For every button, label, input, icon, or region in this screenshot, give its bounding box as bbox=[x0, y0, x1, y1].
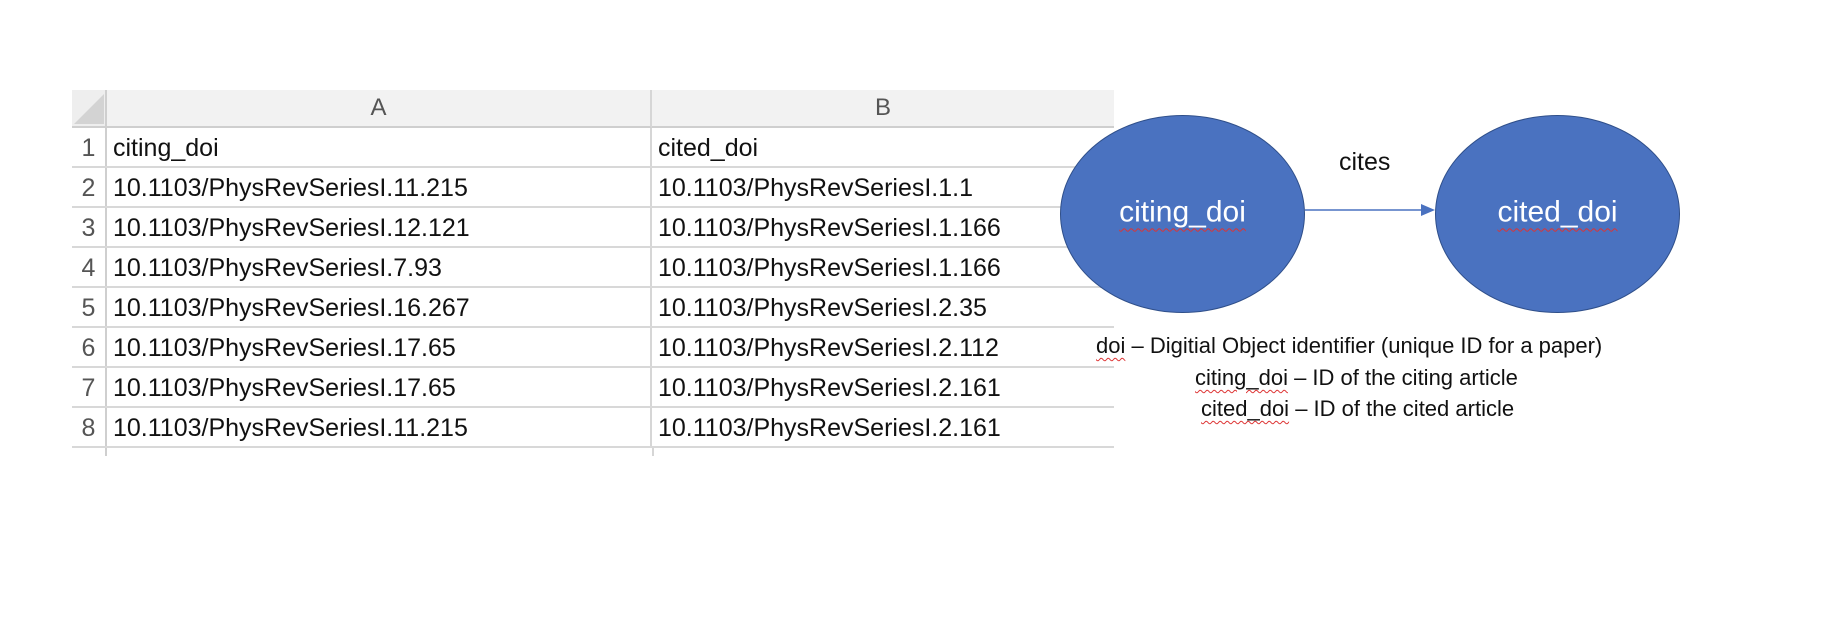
legend-term-doi: doi bbox=[1096, 333, 1126, 358]
row-header[interactable]: 1 bbox=[72, 128, 107, 166]
cell[interactable]: 10.1103/PhysRevSeriesI.2.35 bbox=[658, 294, 987, 322]
row-header[interactable]: 7 bbox=[72, 368, 107, 406]
row-header-edge bbox=[72, 448, 107, 456]
table-row: 6 10.1103/PhysRevSeriesI.17.65 10.1103/P… bbox=[72, 328, 1114, 368]
cited-doi-node: cited_doi bbox=[1435, 115, 1680, 313]
column-divider-edge bbox=[652, 448, 654, 456]
table-row: 8 10.1103/PhysRevSeriesI.11.215 10.1103/… bbox=[72, 408, 1114, 448]
select-all-triangle-icon bbox=[74, 94, 104, 124]
row-header[interactable]: 5 bbox=[72, 288, 107, 326]
table-row: 1 citing_doi cited_doi bbox=[72, 128, 1114, 168]
cell[interactable]: citing_doi bbox=[107, 128, 652, 166]
row-header[interactable]: 4 bbox=[72, 248, 107, 286]
legend-desc-doi: – Digitial Object identifier (unique ID … bbox=[1125, 333, 1603, 358]
table-row: 2 10.1103/PhysRevSeriesI.11.215 10.1103/… bbox=[72, 168, 1114, 208]
legend-desc-citing-doi: – ID of the citing article bbox=[1287, 365, 1518, 390]
row-header[interactable]: 2 bbox=[72, 168, 107, 206]
legend-line-doi: doi – Digitial Object identifier (unique… bbox=[1096, 333, 1602, 359]
cell[interactable]: 10.1103/PhysRevSeriesI.16.267 bbox=[107, 288, 652, 326]
row-header[interactable]: 8 bbox=[72, 408, 107, 446]
citing-doi-node-label: citing_doi bbox=[1119, 195, 1246, 229]
cell[interactable]: cited_doi bbox=[658, 134, 759, 162]
legend-term-citing-doi: citing_doi bbox=[1195, 365, 1288, 390]
spreadsheet: A B 1 citing_doi cited_doi 2 10.1103/Phy… bbox=[72, 90, 1114, 456]
row-header[interactable]: 3 bbox=[72, 208, 107, 246]
table-row: 3 10.1103/PhysRevSeriesI.12.121 10.1103/… bbox=[72, 208, 1114, 248]
citing-doi-node: citing_doi bbox=[1060, 115, 1305, 313]
table-row: 5 10.1103/PhysRevSeriesI.16.267 10.1103/… bbox=[72, 288, 1114, 328]
citation-diagram: citing_doi cites cited_doi bbox=[1060, 100, 1700, 330]
table-row: 7 10.1103/PhysRevSeriesI.17.65 10.1103/P… bbox=[72, 368, 1114, 408]
legend-line-cited-doi: cited_doi – ID of the cited article bbox=[1201, 396, 1514, 422]
cell[interactable]: 10.1103/PhysRevSeriesI.1.166 bbox=[658, 254, 1001, 282]
cell[interactable]: 10.1103/PhysRevSeriesI.17.65 bbox=[107, 328, 652, 366]
cites-edge-label: cites bbox=[1339, 148, 1391, 176]
cell[interactable]: 10.1103/PhysRevSeriesI.11.215 bbox=[107, 408, 652, 446]
cell[interactable]: 10.1103/PhysRevSeriesI.2.112 bbox=[658, 334, 999, 362]
cites-arrow-icon bbox=[1305, 204, 1435, 216]
legend-desc-cited-doi: – ID of the cited article bbox=[1289, 396, 1515, 421]
column-header-a[interactable]: A bbox=[107, 90, 652, 128]
cell[interactable]: 10.1103/PhysRevSeriesI.7.93 bbox=[107, 248, 652, 286]
cell[interactable]: 10.1103/PhysRevSeriesI.2.161 bbox=[658, 374, 1001, 402]
cell[interactable]: 10.1103/PhysRevSeriesI.1.166 bbox=[658, 214, 1001, 242]
select-all-corner[interactable] bbox=[72, 90, 107, 128]
cell[interactable]: 10.1103/PhysRevSeriesI.2.161 bbox=[658, 414, 1001, 442]
table-row: 4 10.1103/PhysRevSeriesI.7.93 10.1103/Ph… bbox=[72, 248, 1114, 288]
cell[interactable]: 10.1103/PhysRevSeriesI.11.215 bbox=[107, 168, 652, 206]
cell[interactable]: 10.1103/PhysRevSeriesI.12.121 bbox=[107, 208, 652, 246]
legend-line-citing-doi: citing_doi – ID of the citing article bbox=[1195, 365, 1518, 391]
column-header-b[interactable]: B bbox=[652, 90, 1114, 128]
cell[interactable]: 10.1103/PhysRevSeriesI.1.1 bbox=[658, 174, 974, 202]
cell[interactable]: 10.1103/PhysRevSeriesI.17.65 bbox=[107, 368, 652, 406]
legend-term-cited-doi: cited_doi bbox=[1201, 396, 1290, 421]
cited-doi-node-label: cited_doi bbox=[1497, 195, 1618, 229]
row-header[interactable]: 6 bbox=[72, 328, 107, 366]
